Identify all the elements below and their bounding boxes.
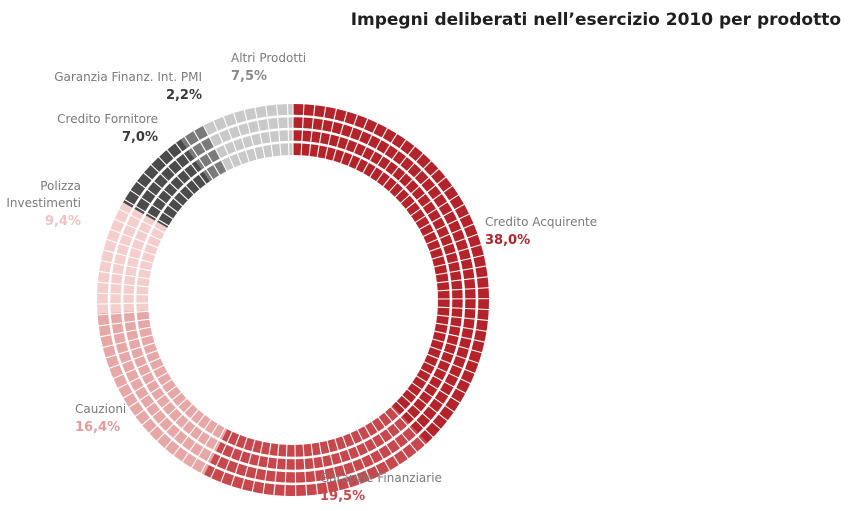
label-value-credito-acquirente: 38,0% <box>485 233 530 248</box>
label-value-cauzioni: 16,4% <box>75 420 120 435</box>
label-name-garanzie-finanziarie: Garanzie Finanziarie <box>320 471 442 485</box>
label-value-garanzia-finanz-int-pmi: 2,2% <box>166 88 202 103</box>
label-name-polizza-investimenti-1: Polizza <box>40 179 81 193</box>
label-value-credito-fornitore: 7,0% <box>122 130 158 145</box>
label-name-altri-prodotti: Altri Prodotti <box>231 51 306 65</box>
slice-credito-acquirente <box>293 104 489 443</box>
label-value-altri-prodotti: 7,5% <box>231 69 267 84</box>
label-name-garanzia-finanz-int-pmi: Garanzia Finanz. Int. PMI <box>54 70 202 84</box>
label-value-garanzie-finanziarie: 19,5% <box>320 489 365 504</box>
donut-slices <box>97 104 489 496</box>
chart-title: Impegni deliberati nell’esercizio 2010 p… <box>351 10 841 30</box>
label-name-credito-acquirente: Credito Acquirente <box>485 215 597 229</box>
label-name-credito-fornitore: Credito Fornitore <box>57 112 158 126</box>
label-name-cauzioni: Cauzioni <box>75 402 126 416</box>
label-name-polizza-investimenti-2: Investimenti <box>6 196 81 210</box>
slice-cauzioni <box>97 310 227 475</box>
label-value-polizza-investimenti: 9,4% <box>45 214 81 229</box>
